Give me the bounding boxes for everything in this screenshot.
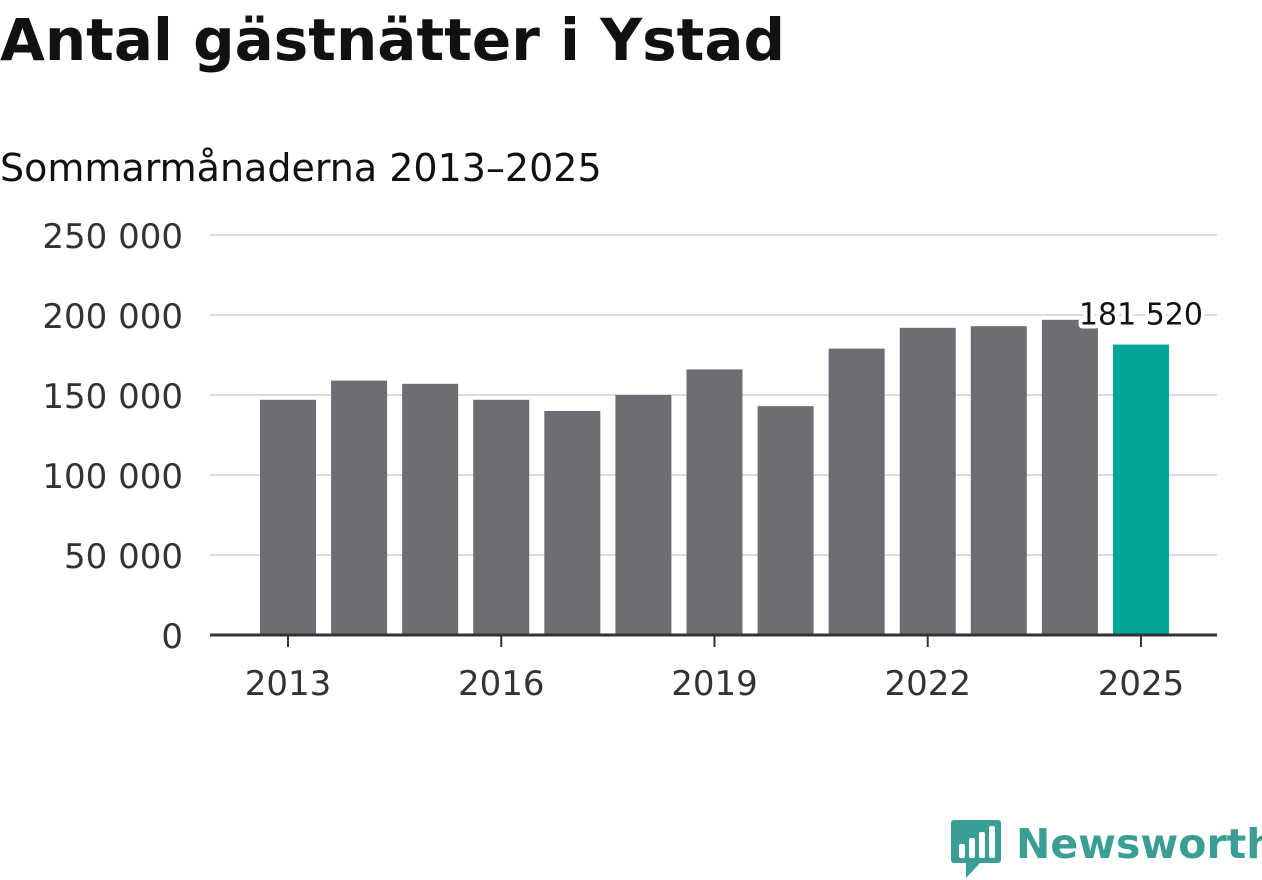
bar-2023 xyxy=(970,326,1027,635)
y-tick-label: 50 000 xyxy=(64,537,183,577)
x-tick-label: 2013 xyxy=(245,664,332,704)
y-tick-label: 250 000 xyxy=(42,217,183,257)
newsworthy-logo-icon xyxy=(951,820,1001,878)
chart-title: Antal gästnätter i Ystad xyxy=(0,6,786,74)
bar-2016 xyxy=(473,399,530,635)
y-tick-label: 0 xyxy=(161,617,183,657)
annotation-value-label: 181 520 xyxy=(1079,298,1203,333)
bar-2025 xyxy=(1112,344,1169,635)
bar-2015 xyxy=(402,383,459,635)
y-tick-label: 150 000 xyxy=(42,377,183,417)
chart-subtitle: Sommarmånaderna 2013–2025 xyxy=(0,146,602,190)
x-tick-label: 2019 xyxy=(671,664,758,704)
labels: 0 50 000 100 000 150 000 200 000 250 000 2013 2… xyxy=(42,217,1207,704)
bar-2014 xyxy=(331,380,388,635)
bar-2020 xyxy=(757,406,814,635)
x-tick-label: 2016 xyxy=(458,664,545,704)
bar-2018 xyxy=(615,395,672,635)
brand-name: Newsworthy xyxy=(1016,820,1262,868)
y-tick-label: 100 000 xyxy=(42,457,183,497)
axes xyxy=(210,633,1217,647)
bars xyxy=(260,319,1169,635)
bar-2013 xyxy=(260,399,316,635)
bar-2024 xyxy=(1041,319,1098,635)
x-tick-label: 2025 xyxy=(1098,664,1185,704)
bar-2019 xyxy=(686,369,743,635)
newsworthy-brand: Newsworthy xyxy=(950,818,1262,880)
x-tick-label: 2022 xyxy=(884,664,971,704)
y-tick-label: 200 000 xyxy=(42,297,183,337)
bar-2021 xyxy=(828,348,885,635)
bar-2022 xyxy=(899,327,956,635)
bar-2017 xyxy=(544,411,601,635)
